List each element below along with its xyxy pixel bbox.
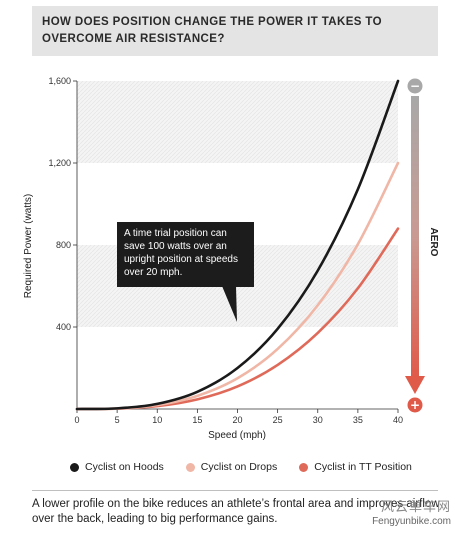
plus-icon: + <box>410 398 420 412</box>
x-tick-label: 30 <box>313 415 323 425</box>
y-tick-label: 1,600 <box>48 76 71 86</box>
series-line-cyclist-on-hoods <box>75 79 400 411</box>
legend-label-hoods: Cyclist on Hoods <box>85 461 164 473</box>
legend-item-tt: Cyclist in TT Position <box>299 461 412 473</box>
y-tick-label: 1,200 <box>48 158 71 168</box>
x-axis-label: Speed (mph) <box>208 430 266 441</box>
x-tick-label: 20 <box>232 415 242 425</box>
legend-dot-hoods <box>70 462 79 472</box>
grid-bands <box>77 81 398 327</box>
y-axis-label: Required Power (watts) <box>23 194 34 298</box>
chart-header: HOW DOES POSITION CHANGE THE POWER IT TA… <box>32 6 438 56</box>
caption: A lower profile on the bike reduces an a… <box>32 498 440 525</box>
legend-dot-tt <box>299 462 309 472</box>
annotation-pointer <box>222 286 237 322</box>
annotation-box <box>117 222 254 287</box>
aero-arrow-head <box>405 376 425 394</box>
y-ticks: 400 800 1,200 1,600 <box>48 76 77 332</box>
legend-dot-drops <box>185 462 195 472</box>
legend-label-drops: Cyclist on Drops <box>200 461 278 473</box>
x-tick-label: 5 <box>115 415 120 425</box>
x-tick-label: 35 <box>353 415 363 425</box>
aero-label: AERO <box>428 228 439 257</box>
series-lines <box>75 79 400 411</box>
legend-item-drops: Cyclist on Drops <box>185 461 278 473</box>
legend-item-hoods: Cyclist on Hoods <box>70 461 164 473</box>
x-ticks: 0 5 10 15 20 25 30 35 40 <box>74 409 403 425</box>
aero-arrow-shaft <box>411 96 419 376</box>
x-tick-label: 0 <box>74 415 79 425</box>
divider <box>32 490 438 491</box>
legend: Cyclist on Hoods Cyclist on Drops Cyclis… <box>70 458 430 476</box>
annotation-callout: A time trial position can save 100 watts … <box>117 222 254 322</box>
plus-badge <box>407 397 423 413</box>
legend-label-tt: Cyclist in TT Position <box>314 461 412 473</box>
minus-badge <box>407 78 423 94</box>
chart-title: HOW DOES POSITION CHANGE THE POWER IT TA… <box>42 16 382 45</box>
x-tick-label: 25 <box>273 415 283 425</box>
minus-icon: − <box>410 79 420 93</box>
y-tick-label: 400 <box>56 322 71 332</box>
x-tick-label: 10 <box>152 415 162 425</box>
grid-band <box>77 81 398 163</box>
power-chart: 0 5 10 15 20 25 30 35 40 400 800 1,200 1,600 Speed … <box>23 76 439 441</box>
x-tick-label: 15 <box>192 415 202 425</box>
y-tick-label: 800 <box>56 240 71 250</box>
annotation-text: A time trial position can save 100 watts … <box>124 228 238 278</box>
x-tick-label: 40 <box>393 415 403 425</box>
aero-arrow: − + AERO <box>405 78 439 413</box>
